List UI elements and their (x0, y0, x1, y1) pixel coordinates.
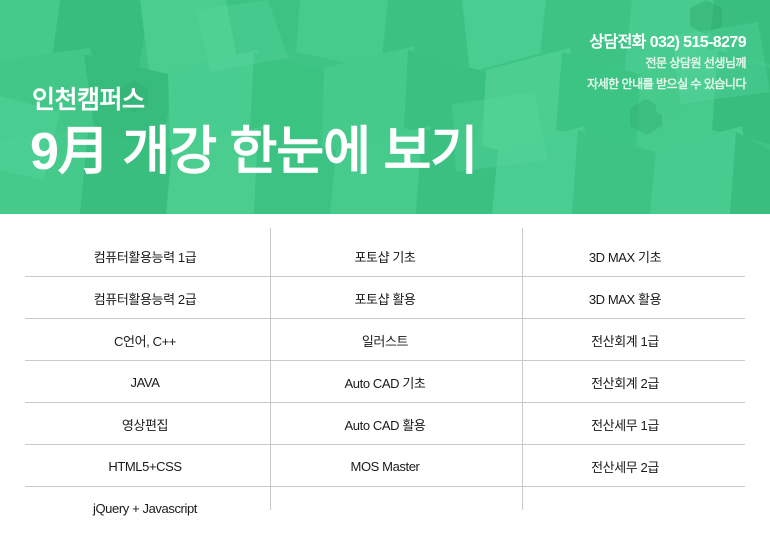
table-row: JAVA Auto CAD 기초 전산회계 2급 (25, 361, 745, 403)
banner-header: 인천캠퍼스 9月 개강 한눈에 보기 상담전화 032) 515-8279 전문… (0, 0, 770, 214)
course-item[interactable]: Auto CAD 기초 (344, 375, 426, 391)
table-row: 컴퓨터활용능력 2급 포토샵 활용 3D MAX 활용 (25, 277, 745, 319)
course-item[interactable]: 컴퓨터활용능력 2급 (93, 291, 197, 307)
course-item[interactable]: 전산세무 2급 (591, 459, 659, 475)
course-item-empty (505, 487, 745, 529)
page-title: 9月 개강 한눈에 보기 (30, 123, 478, 181)
column-divider-2 (522, 228, 523, 510)
course-item[interactable]: 전산회계 1급 (591, 333, 659, 349)
table-row: HTML5+CSS MOS Master 전산세무 2급 (25, 445, 745, 487)
table-row: 영상편집 Auto CAD 활용 전산세무 1급 (25, 403, 745, 445)
table-row: C언어, C++ 일러스트 전산회계 1급 (25, 319, 745, 361)
course-item[interactable]: JAVA (130, 374, 160, 390)
course-item[interactable]: MOS Master (350, 458, 420, 474)
contact-subtitle-line-2: 자세한 안내를 받으실 수 있습니다 (587, 76, 746, 91)
course-item[interactable]: HTML5+CSS (108, 458, 182, 474)
campus-name: 인천캠퍼스 (32, 86, 145, 114)
course-item[interactable]: 전산회계 2급 (591, 375, 659, 391)
course-item[interactable]: 전산세무 1급 (591, 417, 659, 433)
course-item[interactable]: 포토샵 기초 (354, 249, 416, 265)
column-divider-1 (270, 228, 271, 510)
course-item[interactable]: jQuery + Javascript (92, 500, 198, 516)
geometric-background-decoration (0, 0, 770, 214)
course-item[interactable]: 일러스트 (361, 333, 409, 349)
course-rows-container: 컴퓨터활용능력 1급 포토샵 기초 3D MAX 기초 컴퓨터활용능력 2급 포… (25, 235, 745, 529)
course-item[interactable]: Auto CAD 활용 (344, 417, 426, 433)
table-row: jQuery + Javascript (25, 487, 745, 529)
course-item[interactable]: 포토샵 활용 (354, 291, 416, 307)
consultation-phone-number: 상담전화 032) 515-8279 (589, 34, 746, 51)
contact-subtitle-line-1: 전문 상담원 선생님께 (645, 56, 746, 71)
course-item[interactable]: 영상편집 (121, 417, 169, 433)
contact-info-block: 상담전화 032) 515-8279 전문 상담원 선생님께 자세한 안내를 받… (587, 33, 747, 93)
course-item[interactable]: C언어, C++ (114, 333, 176, 349)
course-schedule-table: 컴퓨터활용능력 1급 포토샵 기초 3D MAX 기초 컴퓨터활용능력 2급 포… (0, 214, 770, 542)
course-item[interactable]: 3D MAX 기초 (588, 249, 662, 265)
course-item[interactable]: 3D MAX 활용 (588, 291, 662, 307)
course-item[interactable]: 컴퓨터활용능력 1급 (93, 249, 197, 265)
header-content: 인천캠퍼스 9月 개강 한눈에 보기 상담전화 032) 515-8279 전문… (0, 0, 770, 214)
table-row: 컴퓨터활용능력 1급 포토샵 기초 3D MAX 기초 (25, 235, 745, 277)
course-item-empty (265, 487, 505, 529)
